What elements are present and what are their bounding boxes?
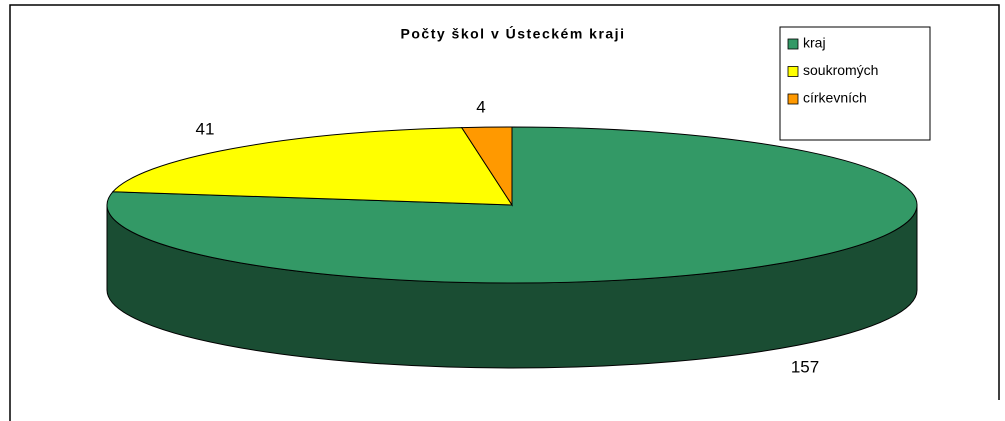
legend-swatch [787, 38, 799, 50]
slice [460, 126, 513, 207]
legend-box [779, 26, 931, 141]
legend-swatch [787, 93, 799, 105]
legend-swatch [787, 66, 799, 77]
legend-label: církevních [803, 90, 867, 106]
chart-title: Počty škol v Ústeckém kraji [401, 25, 626, 42]
slice [111, 127, 513, 206]
data-label: 41 [196, 119, 215, 138]
legend-label: kraj [803, 35, 826, 51]
data-label: 4 [476, 97, 485, 116]
chart-frame [9, 4, 1000, 421]
legend-label: soukromých [803, 62, 878, 78]
data-label: 157 [791, 357, 819, 376]
